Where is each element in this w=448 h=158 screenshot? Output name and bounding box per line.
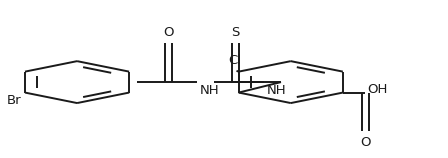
Text: NH: NH: [266, 84, 286, 97]
Text: Br: Br: [7, 94, 22, 107]
Text: NH: NH: [199, 84, 219, 97]
Text: Cl: Cl: [228, 54, 241, 67]
Text: OH: OH: [367, 83, 388, 96]
Text: S: S: [231, 26, 239, 39]
Text: O: O: [163, 26, 173, 39]
Text: O: O: [360, 136, 370, 149]
